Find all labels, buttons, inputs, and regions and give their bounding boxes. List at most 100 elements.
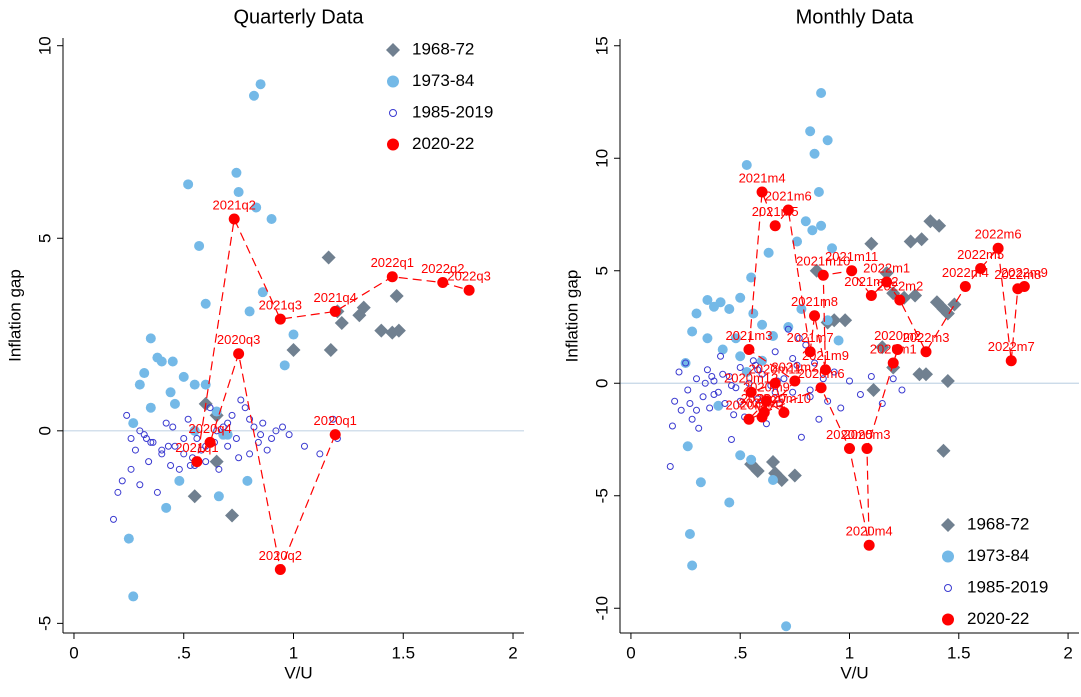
point	[334, 315, 349, 330]
point	[131, 446, 139, 454]
chart-title: Quarterly Data	[233, 6, 364, 28]
point	[118, 477, 126, 485]
point	[898, 386, 906, 394]
y-tick-label: -5	[35, 616, 54, 631]
point	[463, 284, 475, 296]
point-label: 2020m9	[743, 380, 790, 395]
point	[752, 361, 760, 369]
point-label: 2022m7	[988, 339, 1035, 354]
point	[769, 220, 781, 232]
point-label: 2021m5	[752, 204, 799, 219]
point-label: 2022m6	[975, 227, 1022, 242]
x-axis-label: V/U	[284, 663, 312, 682]
point-label: 2020m8	[725, 398, 772, 413]
point	[218, 429, 229, 440]
point	[892, 344, 904, 355]
point	[246, 450, 254, 458]
point-label: 2020q1	[314, 413, 357, 428]
point	[745, 379, 753, 387]
point	[800, 216, 811, 227]
x-tick-label: 1	[845, 643, 854, 662]
point-label: 2021m6	[765, 188, 812, 203]
point	[805, 126, 816, 137]
point	[881, 276, 893, 288]
point	[787, 468, 802, 483]
point	[165, 387, 176, 398]
y-tick-label: -10	[592, 596, 611, 621]
point	[231, 167, 242, 178]
point	[235, 454, 243, 462]
point	[710, 391, 718, 398]
point-label: 2021m9	[802, 348, 849, 363]
point	[769, 377, 781, 389]
point	[215, 465, 223, 473]
series	[123, 79, 299, 602]
point	[702, 333, 713, 344]
point-label: 2021m11	[825, 249, 878, 264]
point	[202, 458, 210, 466]
point	[285, 431, 293, 439]
point-label: 2020m11	[749, 362, 802, 377]
point	[757, 355, 768, 366]
point	[695, 477, 706, 488]
point	[145, 333, 156, 344]
point-label: 2020m6	[798, 366, 845, 381]
point	[781, 621, 792, 632]
point-label: 2022m8	[994, 267, 1041, 282]
point	[721, 400, 729, 407]
point	[992, 242, 1004, 254]
point	[824, 397, 832, 405]
point	[806, 393, 814, 401]
point	[725, 373, 733, 380]
point	[724, 497, 735, 508]
point	[758, 370, 766, 378]
point	[680, 358, 691, 368]
point	[735, 292, 746, 303]
point	[109, 515, 117, 523]
point	[789, 375, 801, 387]
point	[288, 329, 299, 340]
point	[213, 491, 224, 502]
legend-label: 2020-22	[412, 134, 474, 153]
point	[250, 423, 258, 431]
point	[158, 446, 166, 454]
point-label: 2020q3	[217, 332, 260, 347]
point	[837, 404, 845, 412]
legend-marker	[389, 109, 397, 117]
point	[248, 90, 259, 101]
point	[224, 442, 232, 450]
point	[136, 481, 144, 489]
point	[736, 397, 744, 405]
point	[889, 375, 897, 383]
x-tick-label: 1	[289, 643, 298, 662]
point	[887, 357, 899, 369]
point	[746, 454, 757, 465]
point	[959, 281, 971, 292]
point-label: 2022m9	[1001, 265, 1048, 280]
y-tick-label: 0	[592, 379, 611, 388]
point	[687, 326, 698, 337]
point	[691, 308, 702, 319]
legend-marker	[387, 138, 399, 151]
point-label: 2022m1	[863, 260, 910, 275]
point	[251, 202, 262, 213]
point	[813, 187, 824, 197]
point	[782, 204, 794, 216]
point	[189, 425, 200, 436]
point	[274, 313, 286, 325]
point	[817, 269, 829, 281]
point	[666, 463, 674, 470]
point	[204, 436, 216, 448]
point-label: 2022m4	[942, 265, 989, 280]
point	[254, 438, 262, 446]
point	[844, 443, 855, 454]
point	[286, 342, 301, 357]
y-axis-label: Inflation gap	[562, 270, 581, 363]
point-label: 2021m2	[771, 359, 818, 374]
point	[735, 351, 746, 362]
point	[329, 429, 341, 441]
point-label: 2022q3	[447, 269, 490, 284]
point	[123, 411, 131, 419]
point	[147, 438, 155, 446]
